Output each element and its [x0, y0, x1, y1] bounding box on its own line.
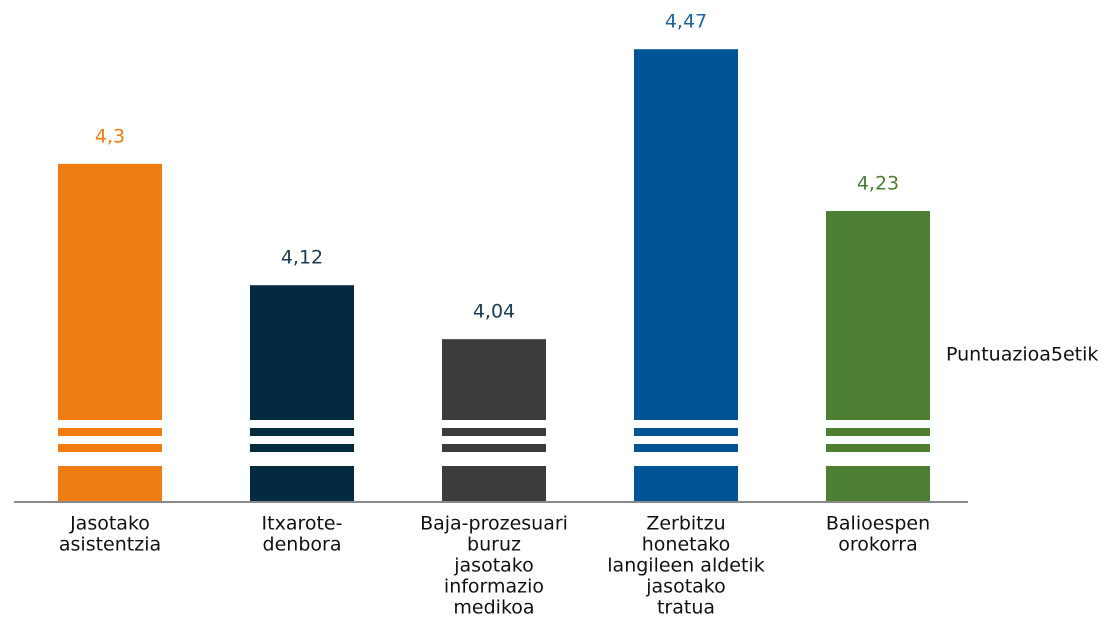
- axis-break: [633, 420, 739, 428]
- bar: [250, 285, 354, 501]
- x-tick-label: informazio: [444, 576, 544, 598]
- axis-break: [441, 420, 547, 428]
- x-tick-label: Baja-prozesuari: [420, 513, 568, 535]
- x-tick-label: medikoa: [453, 597, 534, 619]
- axis-break: [633, 436, 739, 444]
- bar: [58, 163, 162, 501]
- legend-label: Puntuazioa5etik: [946, 344, 1098, 366]
- axis-break: [825, 436, 931, 444]
- x-tick-label: langileen aldetik: [607, 555, 764, 577]
- axis-break: [57, 420, 163, 428]
- axis-break: [633, 452, 739, 466]
- value-label: 4,47: [665, 11, 707, 33]
- axis-break: [249, 436, 355, 444]
- bar: [634, 49, 738, 501]
- axis-break: [249, 420, 355, 428]
- axis-break: [57, 452, 163, 466]
- axis-break: [825, 452, 931, 466]
- axis-break: [825, 420, 931, 428]
- axis-break: [441, 452, 547, 466]
- value-label: 4,12: [281, 247, 323, 269]
- axis-break: [249, 452, 355, 466]
- x-tick-label: Zerbitzu: [646, 513, 725, 535]
- x-tick-label: tratua: [657, 597, 715, 619]
- x-tick-label: Balioespen: [826, 513, 930, 535]
- x-tick-label: orokorra: [838, 534, 918, 556]
- axis-break: [57, 436, 163, 444]
- x-tick-label: buruz: [467, 534, 521, 556]
- x-tick-label: jasotako: [453, 555, 534, 577]
- x-tick-label: honetako: [642, 534, 730, 556]
- x-tick-label: Jasotako: [69, 513, 150, 535]
- value-label: 4,3: [95, 125, 125, 147]
- x-tick-label: asistentzia: [59, 534, 161, 556]
- x-tick-label: Itxarote-: [262, 513, 343, 535]
- axis-break: [441, 436, 547, 444]
- value-label: 4,04: [473, 301, 515, 323]
- x-tick-label: denbora: [263, 534, 342, 556]
- x-tick-label: jasotako: [645, 576, 726, 598]
- value-label: 4,23: [857, 173, 899, 195]
